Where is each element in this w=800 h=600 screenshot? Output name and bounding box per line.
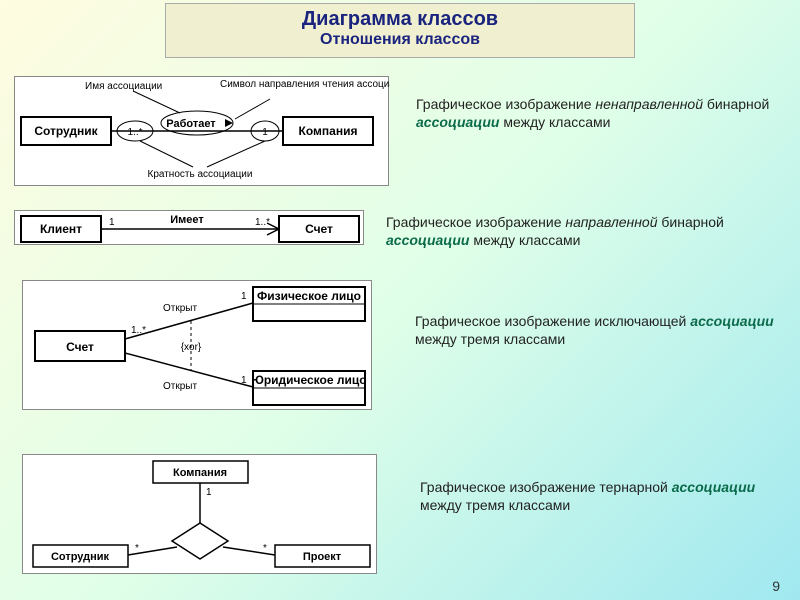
desc-xor: Графическое изображение исключающей ассо… — [415, 312, 775, 348]
svg-text:Проект: Проект — [303, 551, 342, 563]
svg-text:Работает: Работает — [166, 118, 216, 130]
title-main: Диаграмма классов — [166, 8, 634, 31]
svg-text:Имя ассоциации: Имя ассоциации — [85, 81, 162, 92]
svg-text:1..*: 1..* — [127, 127, 142, 138]
panel-binary-association: Сотрудник Компания 1..* 1 Работает Имя а… — [14, 76, 389, 186]
svg-text:Открыт: Открыт — [163, 303, 197, 314]
svg-text:1: 1 — [241, 291, 247, 302]
svg-text:1: 1 — [241, 375, 247, 386]
svg-text:Открыт: Открыт — [163, 381, 197, 392]
title-box: Диаграмма классов Отношения классов — [165, 3, 635, 58]
svg-text:Компания: Компания — [173, 467, 227, 479]
svg-text:Сотрудник: Сотрудник — [34, 124, 98, 138]
svg-text:1: 1 — [109, 217, 115, 228]
svg-text:*: * — [263, 543, 267, 554]
svg-text:Имеет: Имеет — [170, 214, 204, 226]
desc-ternary: Графическое изображение тернарной ассоци… — [420, 478, 780, 514]
svg-text:1..*: 1..* — [255, 217, 270, 228]
panel-xor-association: Счет Физическое лицо Юридическое лицо {x… — [22, 280, 372, 410]
svg-text:Кратность ассоциации: Кратность ассоциации — [148, 169, 253, 180]
svg-text:*: * — [135, 543, 139, 554]
svg-text:1: 1 — [206, 487, 212, 498]
panel-directed-association: Клиент Счет 1 1..* Имеет — [14, 210, 364, 245]
svg-text:Счет: Счет — [66, 340, 94, 354]
svg-text:Компания: Компания — [299, 124, 358, 138]
desc-directed: Графическое изображение направленной бин… — [386, 213, 776, 249]
svg-text:1: 1 — [262, 127, 268, 138]
svg-text:Клиент: Клиент — [40, 222, 82, 236]
svg-text:{xor}: {xor} — [181, 342, 202, 353]
svg-text:Физическое лицо: Физическое лицо — [257, 289, 361, 303]
svg-text:1..*: 1..* — [131, 325, 146, 336]
desc-binary: Графическое изображение ненаправленной б… — [416, 95, 776, 131]
svg-text:Счет: Счет — [305, 222, 333, 236]
panel-ternary-association: Компания Сотрудник Проект 1 * * — [22, 454, 377, 574]
svg-text:Сотрудник: Сотрудник — [51, 551, 110, 563]
page-number: 9 — [772, 578, 780, 594]
svg-text:Юридическое лицо: Юридическое лицо — [251, 373, 366, 387]
svg-text:Символ направления чтения ассо: Символ направления чтения ассоциации — [220, 79, 390, 90]
title-sub: Отношения классов — [166, 31, 634, 49]
